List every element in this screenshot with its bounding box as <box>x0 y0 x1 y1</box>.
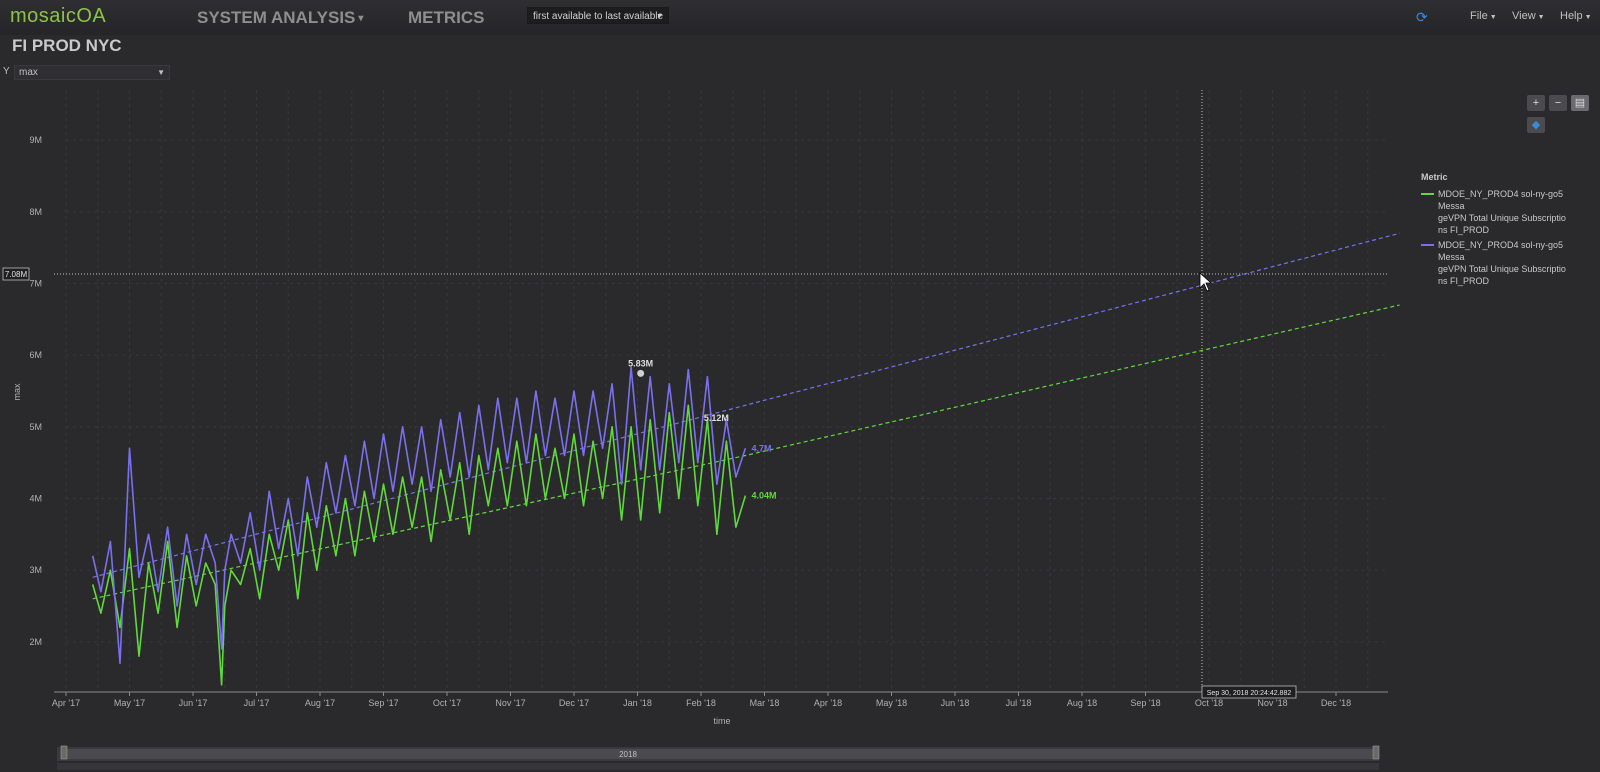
nav-metrics[interactable]: METRICS <box>408 8 485 27</box>
nav-system-analysis-label: SYSTEM ANALYSIS <box>197 8 356 27</box>
x-tick-label: Jan '18 <box>623 698 652 708</box>
legend-item[interactable]: MDOE_NY_PROD4 sol-ny-go5 Messa geVPN Tot… <box>1421 239 1591 287</box>
legend-item[interactable]: MDOE_NY_PROD4 sol-ny-go5 Messa geVPN Tot… <box>1421 188 1591 236</box>
chevron-down-icon: ▼ <box>1537 14 1545 21</box>
top-bar: mosaicOA SYSTEM ANALYSIS ▾ METRICS first … <box>0 0 1600 35</box>
legend-item-line: ns FI_PROD <box>1438 225 1490 235</box>
data-label: 5.83M <box>628 358 653 368</box>
chart-grid <box>65 90 1388 692</box>
data-label: 4.7M <box>751 443 771 453</box>
legend-item-line: MDOE_NY_PROD4 sol-ny-go5 Messa <box>1438 189 1564 211</box>
trend-line <box>92 232 1400 578</box>
x-tick-label: Sep '18 <box>1130 698 1160 708</box>
zoom-out-icon[interactable]: − <box>1549 95 1567 111</box>
comment-icon[interactable]: ◆ <box>1527 117 1545 133</box>
x-axis-title: time <box>713 716 730 726</box>
y-tick-label: 4M <box>29 494 42 504</box>
trend-lines <box>92 232 1400 600</box>
x-tick-label: Nov '17 <box>495 698 525 708</box>
y-tick-label: 7M <box>29 279 42 289</box>
navigator-scrollbar <box>57 763 1379 770</box>
navigator-label: 2018 <box>619 750 637 759</box>
chevron-down-icon: ▼ <box>1584 14 1592 21</box>
navigator-window <box>63 749 1373 759</box>
menu-view-label: View <box>1512 10 1536 22</box>
time-range-value: first available to last available <box>533 11 664 22</box>
legend-item-line: MDOE_NY_PROD4 sol-ny-go5 Messa <box>1438 240 1564 262</box>
y-tick-label: 8M <box>29 207 42 217</box>
chart-axes: 2M 3M 4M 5M 6M 7M 8M 9M Apr '17 May '17 Jun '17 Jul… <box>12 135 1388 726</box>
y-tick-label: 6M <box>29 350 42 360</box>
series-line <box>91 366 747 665</box>
series-lines <box>91 366 747 686</box>
x-tick-label: Jun '17 <box>179 698 208 708</box>
x-tick-label: Mar '18 <box>750 698 780 708</box>
app-logo: mosaicOA <box>10 5 107 27</box>
navigator-handle-left <box>60 745 68 760</box>
cursor-time-label: Sep 30, 2018 20:24:42.882 <box>1207 690 1292 697</box>
chevron-down-icon: ▼ <box>157 68 165 77</box>
legend-swatch <box>1421 244 1434 246</box>
y-axis-select-value: max <box>19 67 38 78</box>
range-navigator[interactable]: 2018 <box>57 745 1380 770</box>
zoom-in-icon[interactable]: + <box>1527 95 1545 111</box>
menu-view[interactable]: View ▼ <box>1512 10 1545 22</box>
legend-title: Metric <box>1421 172 1448 182</box>
x-tick-label: Apr '17 <box>52 698 80 708</box>
x-tick-label: Oct '18 <box>1195 698 1223 708</box>
x-tick-label: Dec '17 <box>559 698 589 708</box>
nav-system-analysis[interactable]: SYSTEM ANALYSIS ▾ <box>197 8 363 28</box>
x-tick-label: Jun '18 <box>941 698 970 708</box>
series-line <box>91 404 747 686</box>
chevron-down-icon: ▼ <box>1489 14 1497 21</box>
trend-line <box>92 304 1400 600</box>
crosshair: 7.08M Sep 30, 2018 20:24:42.882 <box>2 90 1388 699</box>
y-tick-label: 5M <box>29 422 42 432</box>
legend-item-line: geVPN Total Unique Subscriptio <box>1438 213 1566 223</box>
data-label: 4.04M <box>751 491 776 501</box>
data-labels: 5.83M 5.12M 4.7M 4.04M <box>628 358 776 500</box>
cursor-time-box <box>1201 685 1297 699</box>
chart-legend: Metric MDOE_NY_PROD4 sol-ny-go5 Messa ge… <box>1421 172 1591 290</box>
x-tick-label: May '18 <box>876 698 907 708</box>
x-tick-label: Aug '17 <box>305 698 335 708</box>
x-tick-label: Dec '18 <box>1321 698 1351 708</box>
chevron-down-icon: ▼ <box>656 13 663 20</box>
x-tick-label: Oct '17 <box>433 698 461 708</box>
y-axis-letter: Y <box>3 66 10 77</box>
y-axis-select[interactable]: max ▼ <box>14 65 170 80</box>
x-tick-label: May '17 <box>114 698 145 708</box>
menu-help-label: Help <box>1560 10 1583 22</box>
cursor-value-box <box>2 267 30 281</box>
mouse-pointer-icon <box>1199 272 1213 292</box>
y-axis-title: max <box>12 383 22 401</box>
chevron-down-icon: ▾ <box>358 13 364 25</box>
time-range-select[interactable]: first available to last available ▼ <box>527 7 669 24</box>
legend-swatch <box>1421 193 1434 195</box>
y-tick-label: 2M <box>29 637 42 647</box>
page-title: FI PROD NYC <box>12 36 122 55</box>
cursor-value-label: 7.08M <box>5 270 28 279</box>
legend-item-line: ns FI_PROD <box>1438 276 1490 286</box>
y-tick-label: 3M <box>29 565 42 575</box>
x-tick-label: Nov '18 <box>1257 698 1287 708</box>
menu-help[interactable]: Help ▼ <box>1560 10 1592 22</box>
y-tick-label: 9M <box>29 135 42 145</box>
x-tick-label: Apr '18 <box>814 698 842 708</box>
x-tick-label: Jul '18 <box>1006 698 1032 708</box>
navigator-handle-right <box>1372 745 1380 760</box>
legend-item-line: geVPN Total Unique Subscriptio <box>1438 264 1566 274</box>
export-icon[interactable]: ▤ <box>1571 95 1589 111</box>
x-tick-label: Jul '17 <box>244 698 270 708</box>
menu-file[interactable]: File ▼ <box>1470 10 1497 22</box>
peak-marker <box>637 369 645 377</box>
menu-file-label: File <box>1470 10 1488 22</box>
refresh-icon[interactable]: ⟳ <box>1416 9 1428 25</box>
x-tick-label: Aug '18 <box>1067 698 1097 708</box>
x-tick-label: Sep '17 <box>368 698 398 708</box>
data-label: 5.12M <box>704 413 729 423</box>
x-tick-label: Feb '18 <box>686 698 716 708</box>
